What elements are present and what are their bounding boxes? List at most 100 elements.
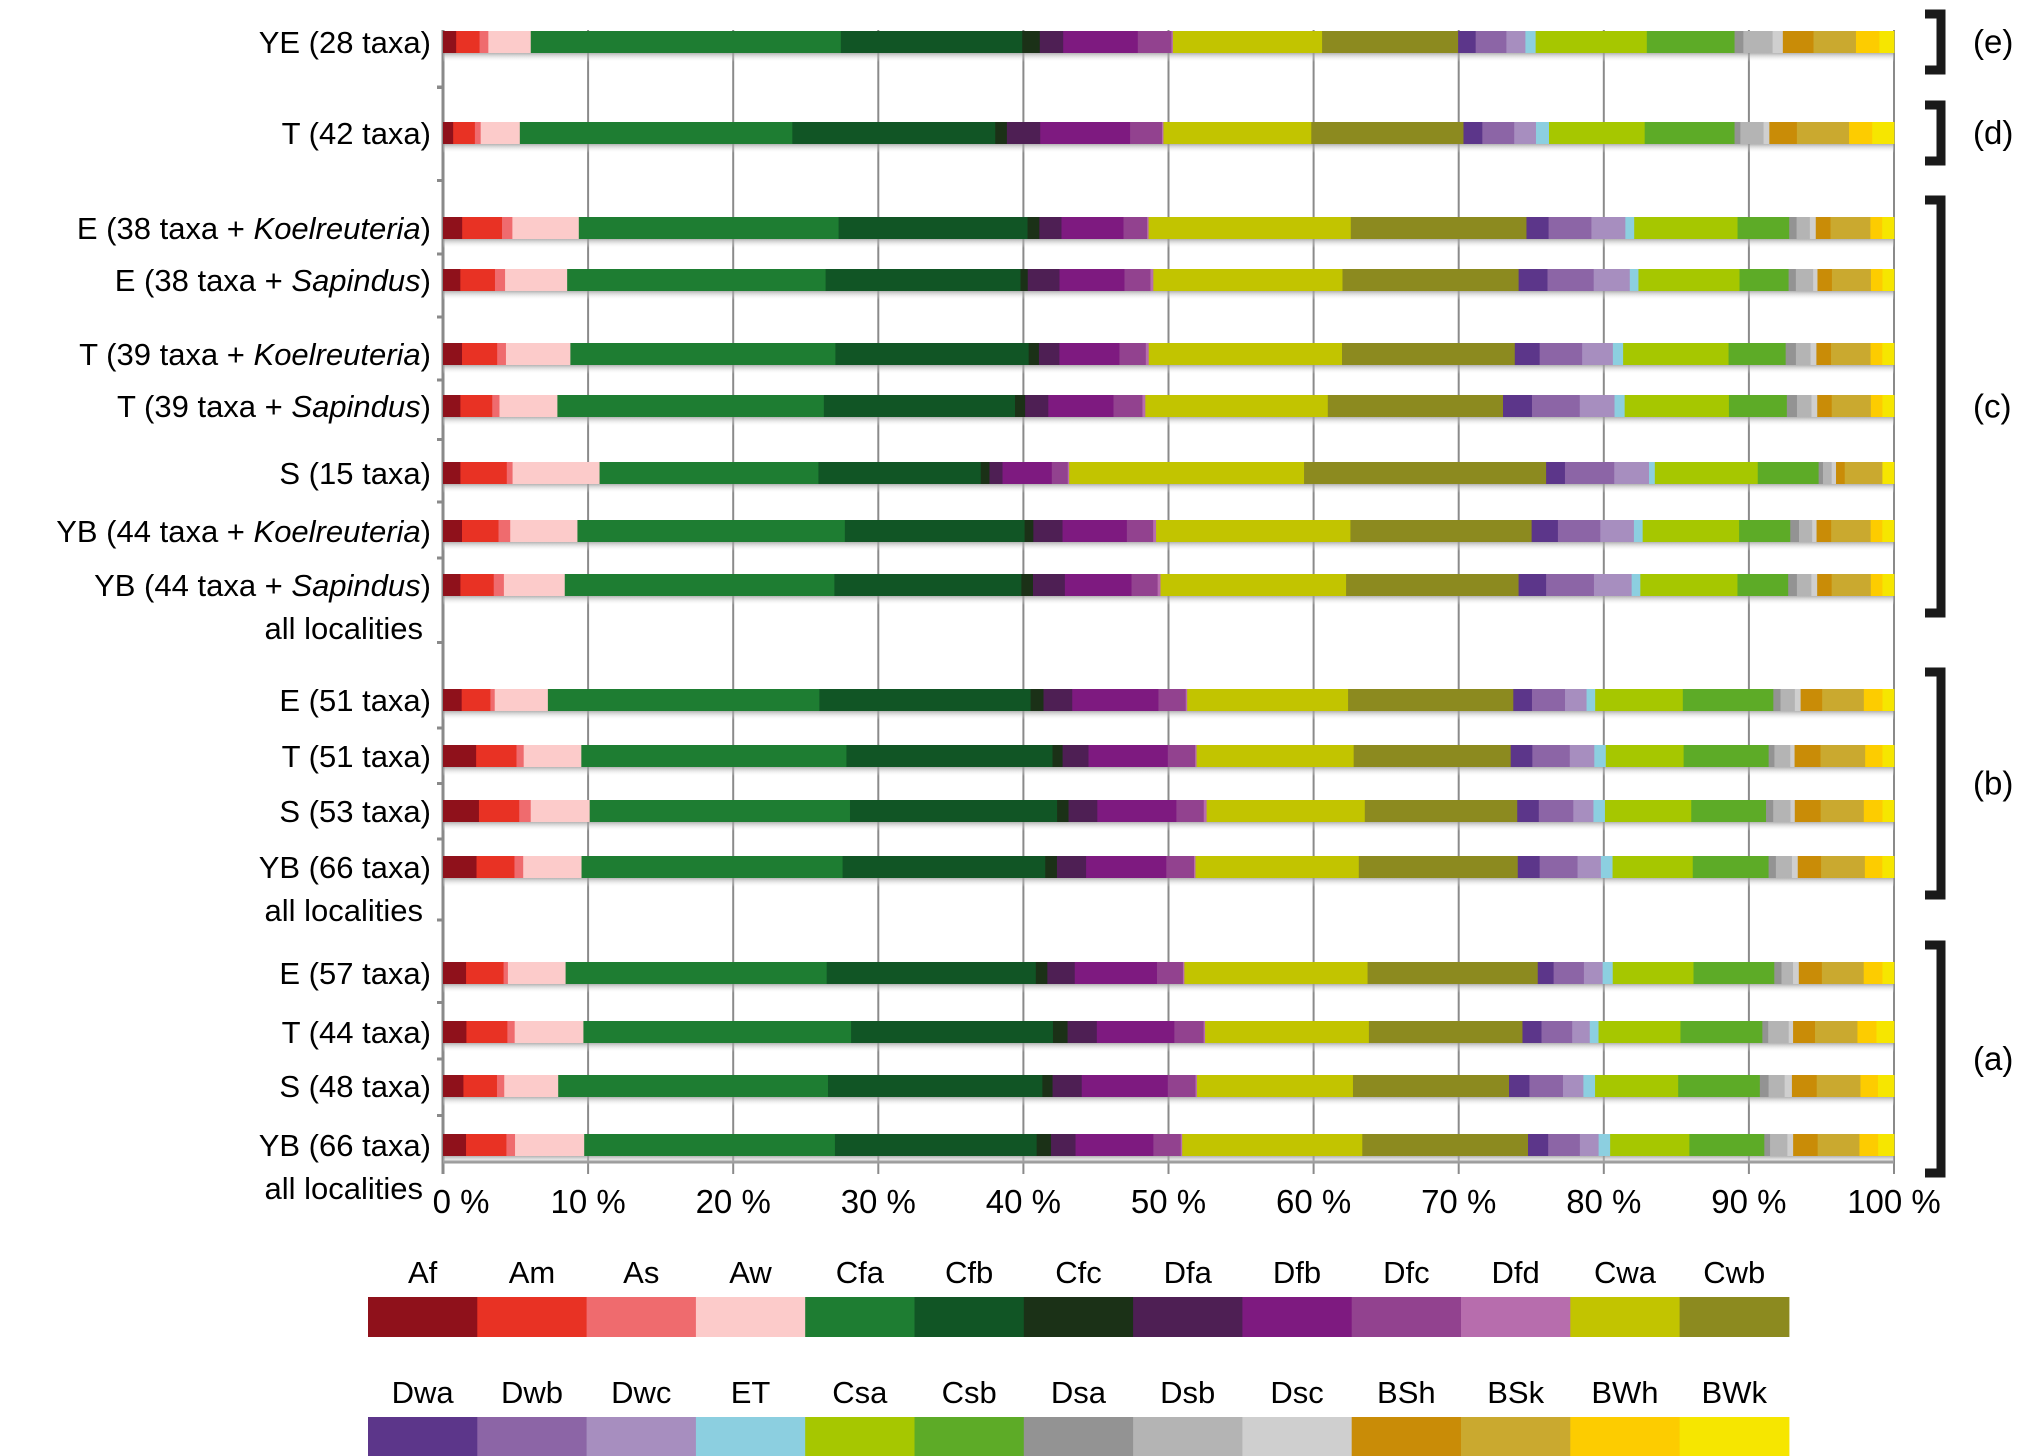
bar-segment-cfb	[844, 520, 1025, 542]
bar-segment-cfc	[1021, 574, 1034, 596]
bar-segment-cfa	[577, 520, 846, 542]
bar-segment-csa	[1612, 856, 1694, 878]
row-label-part: S (53 taxa)	[279, 794, 431, 829]
bar-segment-bwk	[1882, 269, 1895, 291]
bar-segment-csa	[1624, 395, 1730, 417]
bar-segment-af	[443, 520, 463, 542]
bar-segment-dwa	[1546, 462, 1566, 484]
legend-label: Am	[509, 1255, 556, 1290]
legend-swatch	[914, 1417, 1025, 1456]
x-tick-label: 80 %	[1566, 1183, 1641, 1220]
legend-item-cfa: Cfa	[805, 1255, 915, 1337]
x-tick-label: 30 %	[841, 1183, 916, 1220]
legend-label: Cfb	[945, 1255, 993, 1290]
legend-swatch	[368, 1417, 478, 1456]
bar-segment-dfc	[1153, 1134, 1182, 1156]
bar-segment-et	[1525, 31, 1537, 53]
bar-segment-cwb	[1327, 395, 1504, 417]
bar-segment-bwh	[1859, 1134, 1879, 1156]
bar-segment-dfc	[1167, 745, 1196, 767]
bar-row	[443, 574, 1895, 605]
row-label-subtitle: all localities	[264, 611, 423, 646]
bar-segment-dsc	[1788, 1021, 1794, 1043]
bar-row	[443, 462, 1895, 493]
bar-segment-cwa	[1195, 856, 1360, 878]
bar-segment-dsc	[1787, 1134, 1794, 1156]
bar-segment-am	[461, 689, 491, 711]
bar-segment-cwa	[1184, 962, 1368, 984]
bar-segment-dsa	[1790, 520, 1800, 542]
bar-segment-as	[492, 395, 500, 417]
legend-swatch	[1023, 1417, 1134, 1456]
legend-item-bwk: BWk	[1679, 1375, 1790, 1456]
bar-segment-dsb	[1796, 217, 1811, 239]
bar-row	[443, 122, 1895, 153]
bar-segment-dwa	[1463, 122, 1483, 144]
bar-segment-bsk	[1817, 1134, 1860, 1156]
bar-segment-dfb	[1059, 269, 1125, 291]
bar-segment-bwh	[1863, 689, 1883, 711]
bar-segment-dsb	[1740, 122, 1764, 144]
bar-segment-dfb	[1059, 343, 1120, 365]
bar-segment-dsc	[1784, 1075, 1793, 1097]
row-label-genus: Koelreuteria	[254, 337, 421, 372]
group-bracket: (a)	[1925, 940, 2013, 1178]
bar-segment-dfb	[1086, 856, 1167, 878]
bar-segment-csb	[1691, 800, 1767, 822]
row-label-part: YE (28 taxa)	[259, 25, 431, 60]
bar-segment-dwa	[1526, 217, 1549, 239]
bar-segment-dsb	[1774, 745, 1791, 767]
bar-segment-csb	[1739, 269, 1790, 291]
bar-segment-bsk	[1830, 217, 1871, 239]
bar-segment-bwk	[1882, 800, 1895, 822]
bar-segment-dsb	[1796, 574, 1812, 596]
bar-segment-bsk	[1831, 269, 1872, 291]
bar-row	[443, 217, 1895, 248]
legend-swatch	[805, 1297, 915, 1337]
bar-segment-bsk	[1796, 122, 1850, 144]
group-bracket: (e)	[1925, 9, 2013, 75]
bar-segment-et	[1631, 574, 1641, 596]
row-label: T (42 taxa)	[282, 116, 431, 151]
bar-shadow	[443, 239, 1894, 248]
legend-swatch	[805, 1417, 915, 1456]
legend-label: Dfc	[1383, 1255, 1430, 1290]
bar-row	[443, 343, 1895, 374]
row-label-part: )	[421, 211, 431, 246]
bar-segment-bwh	[1870, 269, 1883, 291]
bar-segment-dfb	[1040, 122, 1131, 144]
row-label-genus: Koelreuteria	[254, 514, 421, 549]
bar-segment-bsh	[1769, 122, 1798, 144]
bar-segment-csa	[1549, 122, 1646, 144]
bar-segment-cfa	[578, 217, 839, 239]
row-label-part: S (48 taxa)	[279, 1069, 431, 1104]
bar-segment-dwb	[1531, 689, 1566, 711]
bar-segment-cfb	[842, 856, 1046, 878]
bar-segment-am	[460, 395, 493, 417]
bar-segment-bwk	[1877, 1075, 1895, 1097]
legend-swatch	[368, 1297, 478, 1337]
bar-segment-dfb	[1048, 395, 1114, 417]
bar-segment-csb	[1692, 856, 1769, 878]
bracket-shape	[1925, 195, 1946, 618]
bar-segment-af	[443, 856, 477, 878]
legend-label: Cwa	[1594, 1255, 1657, 1290]
row-label-part: )	[421, 514, 431, 549]
x-tick-label: 10 %	[550, 1183, 625, 1220]
legend-label: Af	[408, 1255, 438, 1290]
bar-segment-am	[456, 31, 480, 53]
row-label-part: YB (66 taxa)	[259, 850, 431, 885]
bar-segment-af	[443, 1021, 467, 1043]
bar-shadow	[443, 53, 1894, 62]
bar-segment-dfc	[1126, 520, 1154, 542]
bar-segment-as	[479, 31, 489, 53]
bar-segment-dwc	[1579, 1134, 1600, 1156]
bar-segment-dwa	[1503, 395, 1533, 417]
bar-segment-cwb	[1367, 962, 1539, 984]
bar-segment-am	[460, 269, 496, 291]
bar-segment-dfd	[1194, 856, 1196, 878]
bar-segment-cwb	[1364, 800, 1518, 822]
bar-segment-dsc	[1809, 217, 1817, 239]
bar-segment-am	[453, 122, 476, 144]
bar-segment-dfa	[1038, 343, 1060, 365]
